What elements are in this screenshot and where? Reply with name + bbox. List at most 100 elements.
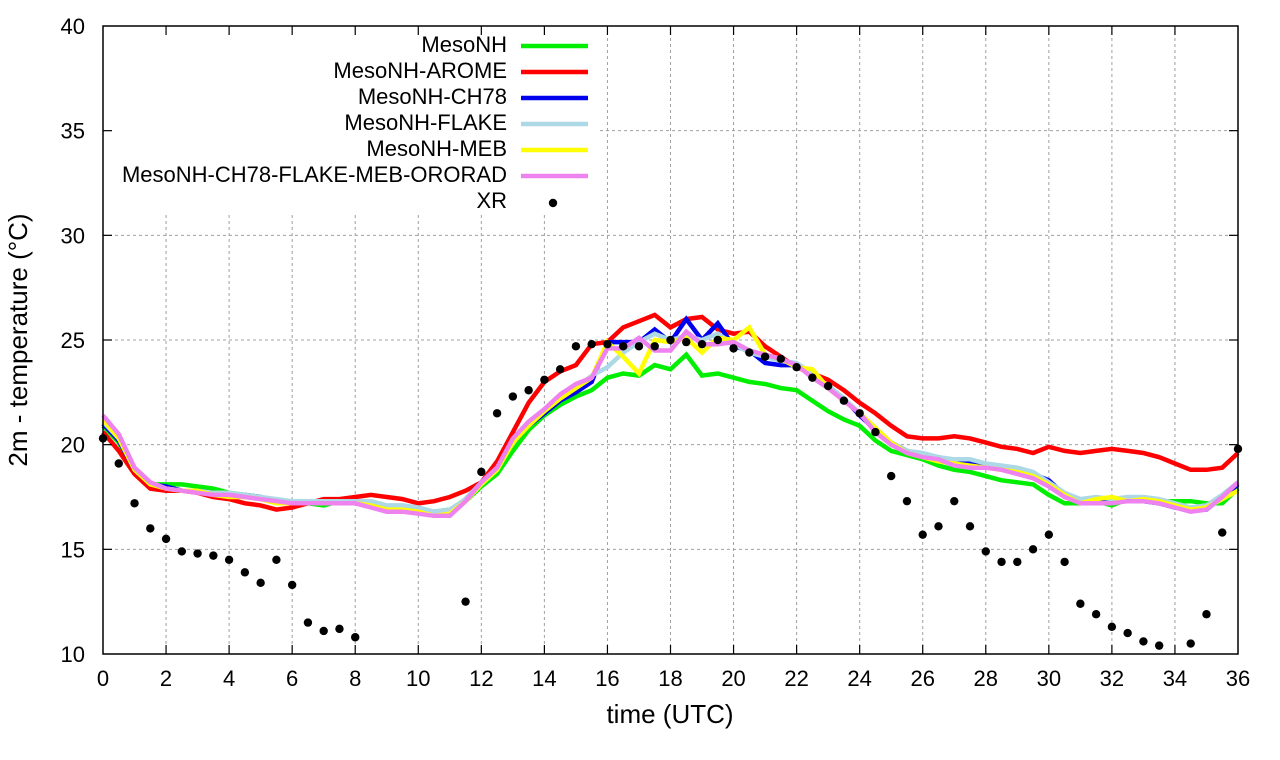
- xr-data-point: [351, 633, 360, 642]
- xr-data-point: [256, 578, 265, 588]
- y-tick-label: 15: [61, 537, 85, 562]
- xr-data-point: [650, 342, 659, 351]
- xr-data-point: [603, 339, 612, 349]
- xr-data-point: [918, 530, 927, 539]
- y-tick-label: 40: [61, 14, 85, 39]
- xr-data-point: [729, 344, 738, 353]
- xr-data-point: [1154, 641, 1164, 650]
- xr-data-point: [587, 339, 596, 349]
- xr-data-point: [1202, 610, 1211, 619]
- legend-label: MesoNH-CH78: [358, 84, 507, 109]
- x-tick-label: 20: [721, 666, 745, 691]
- xr-data-point: [871, 427, 880, 437]
- y-tick-label: 30: [61, 223, 85, 248]
- xr-data-point: [1076, 599, 1085, 608]
- xr-data-point: [177, 547, 187, 556]
- xr-data-point: [555, 365, 565, 374]
- xr-data-point: [1218, 528, 1227, 537]
- xr-data-point: [1107, 622, 1117, 631]
- xr-data-point: [855, 409, 864, 418]
- xr-data-point: [1091, 610, 1101, 619]
- legend-label: MesoNH-MEB: [366, 136, 507, 161]
- xr-data-point: [981, 547, 990, 556]
- xr-data-point: [1139, 637, 1148, 646]
- xr-data-point: [492, 409, 502, 418]
- xr-data-point: [713, 335, 722, 345]
- x-tick-label: 30: [1037, 666, 1061, 691]
- x-tick-label: 6: [286, 666, 298, 691]
- xr-data-point: [776, 354, 786, 364]
- xr-data-point: [130, 499, 139, 508]
- x-tick-label: 22: [784, 666, 808, 691]
- x-tick-label: 4: [223, 666, 235, 691]
- xr-data-point: [950, 496, 959, 506]
- x-tick-label: 8: [349, 666, 361, 691]
- ticks: 0 2 4 6 8 10 12 14 16 18 20 22 24 26 28 30 32 34 361015202…: [61, 14, 1251, 691]
- x-tick-label: 18: [658, 666, 682, 691]
- xr-data-point: [1028, 545, 1038, 554]
- x-tick-label: 26: [910, 666, 934, 691]
- y-tick-label: 20: [61, 433, 85, 458]
- xr-data-point: [886, 471, 896, 481]
- xr-data-point: [1186, 639, 1195, 648]
- x-tick-label: 36: [1226, 666, 1250, 691]
- xr-data-point: [682, 337, 691, 347]
- xr-data-point: [524, 386, 533, 395]
- xr-data-point: [161, 534, 171, 544]
- xr-data-point: [965, 522, 975, 531]
- xr-data-point: [619, 342, 628, 351]
- x-tick-label: 16: [595, 666, 619, 691]
- xr-data-point: [571, 342, 581, 351]
- legend-label: MesoNH-CH78-FLAKE-MEB-ORORAD: [122, 162, 507, 187]
- legend-label: MesoNH-FLAKE: [344, 110, 507, 135]
- x-tick-label: 24: [847, 666, 871, 691]
- series-xr: [98, 335, 1243, 650]
- xr-data-point: [287, 580, 297, 590]
- xr-data-point: [477, 467, 486, 477]
- xr-data-point: [1123, 628, 1132, 638]
- xr-data-point: [792, 363, 801, 372]
- xr-data-point: [997, 557, 1006, 567]
- xr-data-point: [193, 549, 202, 558]
- x-tick-label: 10: [406, 666, 430, 691]
- xr-data-point: [335, 624, 344, 634]
- xr-data-point: [240, 568, 250, 577]
- legend-label: MesoNH: [421, 32, 507, 57]
- xr-data-point: [461, 597, 470, 606]
- xr-data-point: [146, 524, 155, 533]
- xr-data-point: [823, 381, 833, 391]
- x-tick-label: 34: [1163, 666, 1187, 691]
- xr-data-point: [666, 335, 675, 345]
- x-tick-label: 0: [97, 666, 109, 691]
- xr-data-point: [303, 618, 313, 627]
- y-tick-label: 35: [61, 119, 85, 144]
- xr-data-point: [508, 392, 518, 401]
- xr-data-point: [760, 352, 770, 361]
- series-line-mesonh-arome: [101, 312, 1240, 512]
- series-layer: [98, 312, 1243, 650]
- xr-data-point: [745, 348, 754, 357]
- x-tick-label: 32: [1100, 666, 1124, 691]
- xr-data-point: [1044, 530, 1054, 539]
- legend-label: MesoNH-AROME: [333, 58, 507, 83]
- xr-data-point: [319, 626, 328, 636]
- y-tick-label: 10: [61, 642, 85, 667]
- legend-label: XR: [476, 188, 507, 213]
- xr-data-point: [272, 555, 281, 564]
- x-tick-label: 12: [469, 666, 493, 691]
- xr-data-point: [934, 522, 943, 531]
- legend: MesoNHMesoNH-AROMEMesoNH-CH78MesoNH-FLAK…: [122, 32, 588, 213]
- x-axis-title: time (UTC): [606, 699, 733, 729]
- xr-data-point: [697, 339, 707, 349]
- x-tick-label: 28: [974, 666, 998, 691]
- xr-data-point: [209, 551, 218, 560]
- y-tick-label: 25: [61, 328, 85, 353]
- y-axis-title: 2m - temperature (°C): [3, 213, 33, 466]
- xr-data-point: [540, 375, 549, 384]
- xr-data-point: [808, 373, 817, 382]
- xr-data-point: [1060, 557, 1069, 567]
- xr-data-point: [1013, 557, 1022, 567]
- x-tick-label: 14: [532, 666, 556, 691]
- series-line-mesonh-meb: [101, 324, 1240, 519]
